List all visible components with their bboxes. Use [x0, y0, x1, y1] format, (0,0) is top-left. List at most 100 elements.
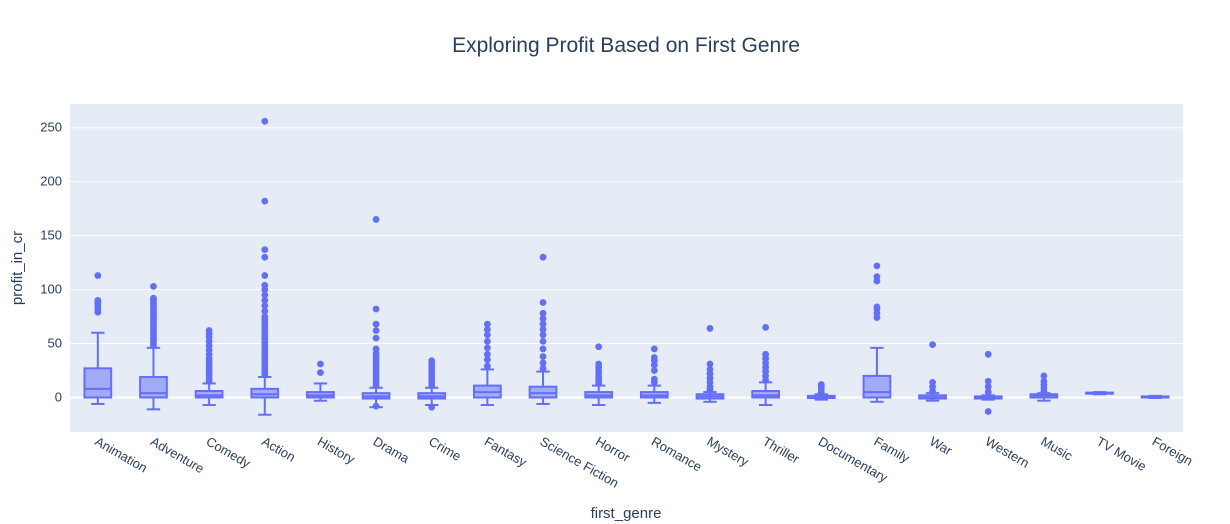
outlier-point	[94, 296, 102, 304]
outlier-point	[539, 331, 547, 339]
outlier-point	[650, 375, 658, 383]
outlier-point	[706, 366, 714, 373]
outlier-point	[261, 281, 269, 289]
outlier-point	[150, 294, 157, 302]
outlier-point	[94, 272, 102, 279]
outlier-point	[984, 388, 992, 396]
outlier-point	[428, 403, 436, 411]
box-mystery	[695, 325, 725, 403]
y-axis-ticks: 0 50 100 150 200 250	[40, 120, 62, 405]
outlier-point	[261, 307, 269, 315]
outlier-point	[984, 377, 992, 385]
outlier-point	[261, 296, 269, 304]
box-foreign	[1140, 394, 1170, 400]
box-crime	[417, 357, 447, 411]
outlier-point	[706, 360, 714, 368]
outlier-point	[372, 320, 380, 328]
chart-title: Exploring Profit Based on First Genre	[452, 34, 800, 57]
box-war	[918, 341, 947, 402]
y-tick-label: 50	[48, 336, 62, 351]
outlier-point	[205, 327, 213, 334]
box-music	[1029, 372, 1059, 402]
outlier-point	[650, 354, 658, 361]
y-axis-title: profit_in_cr	[9, 231, 26, 305]
outlier-point	[984, 350, 992, 358]
outlier-point	[261, 313, 269, 320]
outlier-point	[483, 331, 491, 339]
outlier-point	[929, 341, 936, 349]
outlier-point	[483, 344, 491, 352]
iqr-box	[83, 367, 113, 399]
outlier-point	[317, 360, 324, 368]
outlier-point	[817, 381, 825, 388]
y-tick-label: 0	[55, 389, 62, 404]
y-tick-label: 250	[40, 120, 62, 135]
iqr-box	[250, 387, 280, 399]
box-comedy	[194, 327, 224, 407]
outlier-point	[706, 325, 714, 332]
box-tv-movie	[1085, 391, 1114, 396]
boxes	[83, 117, 1170, 416]
outlier-point	[539, 353, 547, 360]
outlier-point	[539, 337, 547, 345]
outlier-point	[261, 246, 269, 254]
iqr-box	[194, 390, 224, 399]
outlier-point	[873, 273, 881, 281]
outlier-point	[539, 359, 547, 367]
outlier-point	[595, 360, 603, 368]
outlier-point	[929, 378, 936, 386]
box-romance	[639, 345, 669, 404]
iqr-box	[528, 385, 558, 399]
outlier-point	[372, 402, 380, 410]
outlier-point	[762, 350, 770, 358]
outlier-point	[261, 117, 269, 125]
outlier-point	[317, 369, 324, 377]
outlier-point	[595, 343, 603, 351]
outlier-point	[539, 326, 547, 333]
y-tick-label: 100	[40, 282, 62, 297]
outlier-point	[873, 262, 881, 270]
outlier-point	[372, 327, 380, 334]
outlier-point	[372, 216, 380, 223]
outlier-point	[261, 302, 269, 310]
outlier-point	[261, 291, 269, 299]
outlier-point	[483, 337, 491, 345]
box-documentary	[806, 381, 836, 401]
outlier-point	[372, 305, 380, 313]
outlier-point	[1040, 377, 1048, 385]
outlier-point	[539, 299, 547, 306]
outlier-point	[539, 320, 547, 328]
outlier-point	[150, 282, 157, 290]
iqr-box	[862, 374, 892, 399]
outlier-point	[483, 362, 491, 370]
outlier-point	[762, 323, 770, 331]
box-history	[306, 360, 335, 402]
outlier-point	[650, 367, 658, 374]
outlier-point	[539, 253, 547, 261]
outlier-point	[1040, 372, 1048, 380]
iqr-box	[139, 375, 168, 399]
box-horror	[584, 343, 614, 407]
outlier-point	[539, 364, 547, 372]
plot-area	[70, 104, 1183, 432]
outlier-point	[539, 315, 547, 323]
outlier-point	[261, 197, 269, 205]
outlier-point	[372, 345, 380, 353]
box-animation	[83, 272, 113, 405]
outlier-point	[261, 253, 269, 261]
outlier-point	[428, 357, 436, 365]
box-science-fiction	[528, 253, 558, 405]
outlier-point	[372, 334, 380, 342]
y-tick-label: 200	[40, 174, 62, 189]
outlier-point	[984, 383, 992, 391]
box-action	[250, 117, 280, 416]
box-fantasy	[473, 320, 502, 407]
outlier-point	[984, 408, 992, 415]
box-western	[973, 350, 1003, 415]
outlier-point	[539, 309, 547, 317]
box-family	[862, 262, 892, 403]
outlier-point	[650, 345, 658, 353]
box-thriller	[751, 323, 780, 407]
box-drama	[361, 216, 391, 410]
